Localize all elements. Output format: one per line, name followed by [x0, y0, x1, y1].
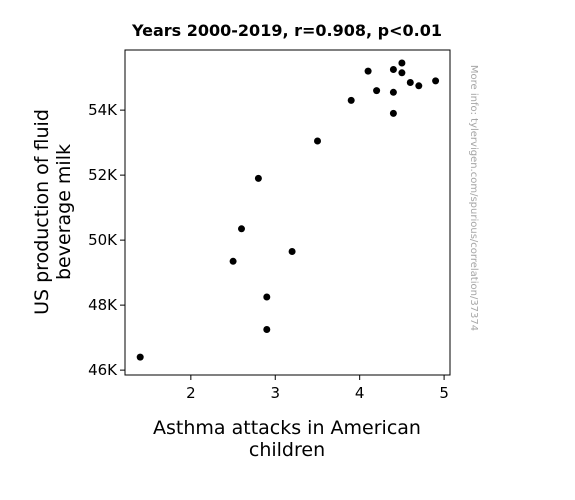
- data-point-4: [254, 174, 262, 182]
- y-tick-label: 52K: [88, 166, 118, 184]
- x-axis-label-line-2: children: [249, 439, 325, 461]
- data-points: [136, 59, 440, 361]
- plot-area-frame: [124, 49, 451, 376]
- x-tick-label: 5: [439, 384, 449, 402]
- x-tick-label: 2: [186, 384, 196, 402]
- data-point-10: [364, 67, 372, 75]
- data-point-5: [263, 293, 271, 301]
- data-point-13: [389, 88, 397, 96]
- y-axis-label-line-2: beverage milk: [53, 144, 75, 280]
- y-tick-label: 50K: [88, 231, 118, 249]
- data-point-14: [389, 109, 397, 117]
- x-axis-label-line-1: Asthma attacks in American: [153, 417, 421, 439]
- data-point-16: [398, 69, 406, 77]
- y-axis-label-line-1: US production of fluid: [31, 109, 53, 315]
- y-tick-label: 54K: [88, 101, 118, 119]
- y-axis-ticks: 46K 48K 50K 52K 54K: [88, 101, 125, 379]
- source-watermark: More info: tylervigen.com/spurious/corre…: [468, 65, 479, 331]
- x-tick-label: 3: [270, 384, 280, 402]
- data-point-6: [263, 326, 271, 333]
- x-axis-ticks: 2 3 4 5: [186, 375, 449, 402]
- data-point-17: [406, 79, 414, 86]
- y-tick-label: 46K: [88, 361, 118, 379]
- data-point-12: [389, 66, 397, 73]
- data-point-15: [398, 59, 406, 67]
- data-point-7: [288, 248, 296, 255]
- y-tick-label: 48K: [88, 296, 118, 314]
- data-point-1: [136, 353, 144, 361]
- data-point-11: [373, 87, 381, 95]
- data-point-2: [229, 257, 237, 265]
- data-point-8: [314, 137, 321, 145]
- data-point-3: [238, 225, 245, 233]
- x-tick-label: 4: [355, 384, 365, 402]
- data-point-18: [415, 82, 423, 90]
- data-point-9: [347, 96, 355, 104]
- chart-title: Years 2000-2019, r=0.908, p<0.01: [131, 21, 442, 40]
- data-point-19: [432, 77, 440, 85]
